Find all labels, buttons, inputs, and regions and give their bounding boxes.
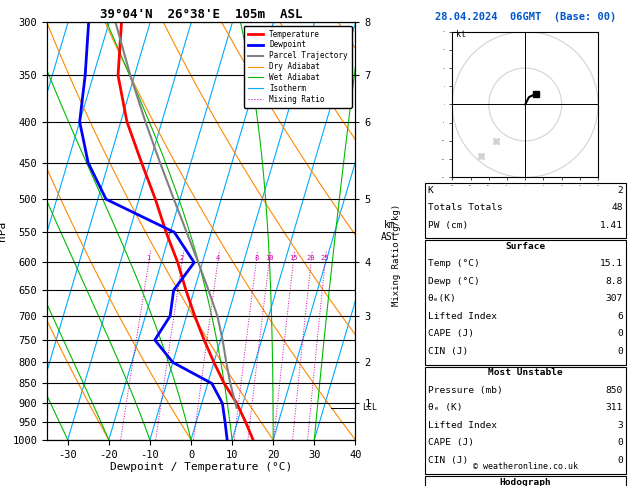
Text: Mixing Ratio (g/kg): Mixing Ratio (g/kg) — [392, 204, 401, 306]
Text: LCL: LCL — [362, 403, 377, 412]
Text: 1: 1 — [147, 255, 151, 261]
Text: Lifted Index: Lifted Index — [428, 421, 497, 430]
Text: PW (cm): PW (cm) — [428, 221, 468, 230]
Text: 3: 3 — [617, 421, 623, 430]
Text: Temp (°C): Temp (°C) — [428, 259, 479, 268]
Text: 20: 20 — [307, 255, 315, 261]
Text: Pressure (mb): Pressure (mb) — [428, 386, 503, 395]
Text: CIN (J): CIN (J) — [428, 456, 468, 465]
Text: 48: 48 — [611, 203, 623, 212]
Legend: Temperature, Dewpoint, Parcel Trajectory, Dry Adiabat, Wet Adiabat, Isotherm, Mi: Temperature, Dewpoint, Parcel Trajectory… — [244, 26, 352, 108]
Y-axis label: km
ASL: km ASL — [381, 220, 399, 242]
Text: 0: 0 — [617, 329, 623, 338]
Text: 307: 307 — [606, 294, 623, 303]
Text: Surface: Surface — [505, 242, 545, 251]
Text: 2: 2 — [617, 186, 623, 195]
Text: K: K — [428, 186, 433, 195]
Text: 25: 25 — [321, 255, 330, 261]
Text: 15: 15 — [289, 255, 298, 261]
Text: 311: 311 — [606, 403, 623, 413]
Text: Hodograph: Hodograph — [499, 478, 551, 486]
Text: CIN (J): CIN (J) — [428, 347, 468, 356]
Y-axis label: hPa: hPa — [0, 221, 7, 241]
Text: Most Unstable: Most Unstable — [488, 368, 562, 378]
Text: 8.8: 8.8 — [606, 277, 623, 286]
Text: Lifted Index: Lifted Index — [428, 312, 497, 321]
Text: CAPE (J): CAPE (J) — [428, 329, 474, 338]
Text: 15.1: 15.1 — [599, 259, 623, 268]
Title: 39°04'N  26°38'E  105m  ASL: 39°04'N 26°38'E 105m ASL — [100, 8, 303, 21]
Text: 0: 0 — [617, 438, 623, 448]
X-axis label: Dewpoint / Temperature (°C): Dewpoint / Temperature (°C) — [110, 462, 292, 472]
Text: Totals Totals: Totals Totals — [428, 203, 503, 212]
Text: 1.41: 1.41 — [599, 221, 623, 230]
Text: 0: 0 — [617, 347, 623, 356]
Text: 10: 10 — [265, 255, 274, 261]
Text: 4: 4 — [216, 255, 220, 261]
Text: θₑ(K): θₑ(K) — [428, 294, 457, 303]
Text: 0: 0 — [617, 456, 623, 465]
Text: 850: 850 — [606, 386, 623, 395]
Text: Dewp (°C): Dewp (°C) — [428, 277, 479, 286]
Text: kt: kt — [456, 30, 466, 39]
Text: 6: 6 — [617, 312, 623, 321]
Text: 2: 2 — [180, 255, 184, 261]
Text: 28.04.2024  06GMT  (Base: 00): 28.04.2024 06GMT (Base: 00) — [435, 12, 616, 22]
Text: 8: 8 — [254, 255, 259, 261]
Text: © weatheronline.co.uk: © weatheronline.co.uk — [473, 462, 577, 471]
Text: θₑ (K): θₑ (K) — [428, 403, 462, 413]
Text: CAPE (J): CAPE (J) — [428, 438, 474, 448]
